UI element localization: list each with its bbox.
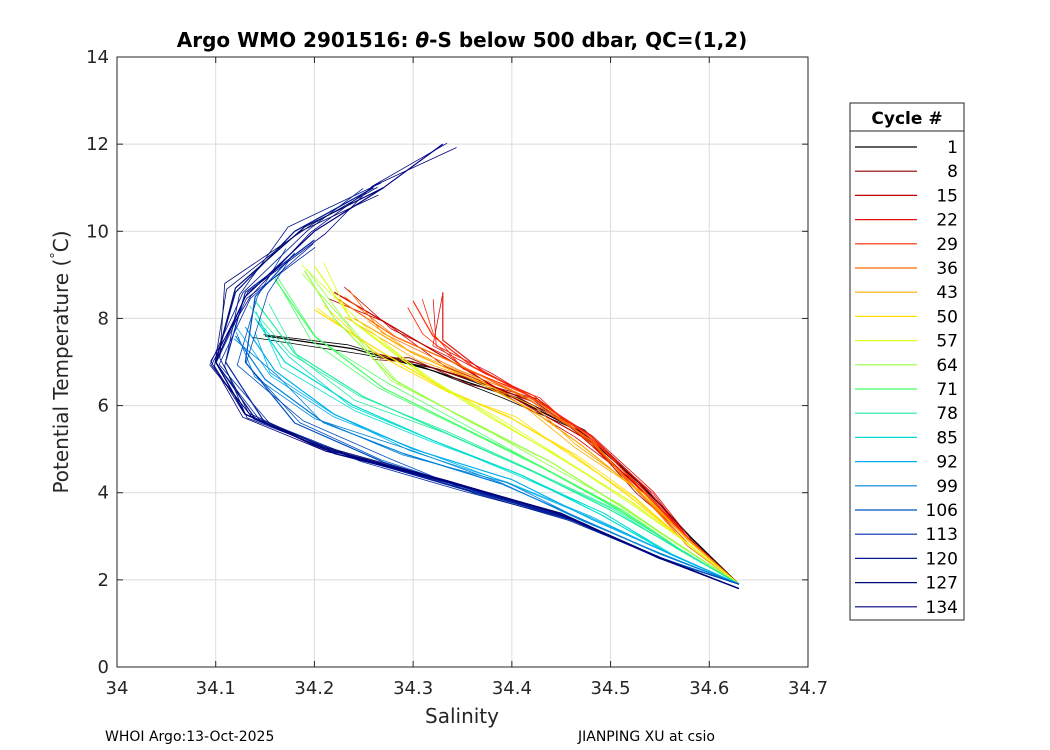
series-line-22 — [432, 299, 740, 585]
series-line-43 — [367, 320, 740, 585]
x-tick-label: 34.3 — [393, 678, 433, 699]
legend-label-92: 92 — [936, 453, 958, 473]
y-tick-label: 8 — [98, 308, 109, 329]
x-tick-label: 34.1 — [196, 678, 236, 699]
y-tick-label: 4 — [98, 483, 109, 504]
legend-label-134: 134 — [926, 598, 958, 618]
series-line-134 — [211, 142, 740, 589]
legend-label-50: 50 — [936, 307, 958, 327]
legend-label-99: 99 — [936, 477, 958, 497]
series-line-1 — [265, 335, 740, 585]
x-tick-label: 34.6 — [689, 678, 729, 699]
series-line-15 — [327, 298, 740, 585]
axis-ticks: 34 34.1 34.2 34.3 34.4 34.5 34.6 34.7 0 2 4 6 8 10 12 1… — [86, 47, 828, 699]
legend-label-85: 85 — [936, 428, 958, 448]
series-line-8 — [373, 352, 740, 585]
legend-label-78: 78 — [936, 404, 958, 424]
legend-label-29: 29 — [936, 235, 958, 255]
legend-label-120: 120 — [926, 549, 958, 569]
y-tick-label: 10 — [86, 221, 109, 242]
series-line-78 — [268, 303, 740, 585]
legend-label-127: 127 — [926, 574, 958, 594]
legend-label-57: 57 — [936, 332, 958, 352]
series-line-85 — [258, 321, 740, 585]
legend-label-71: 71 — [936, 380, 958, 400]
legend-label-43: 43 — [936, 283, 958, 303]
legend-label-8: 8 — [947, 162, 958, 182]
series-line-1 — [263, 334, 740, 585]
y-tick-label: 14 — [86, 47, 109, 68]
series-line-64 — [301, 273, 740, 585]
x-tick-label: 34.7 — [788, 678, 828, 699]
legend-label-1: 1 — [947, 138, 958, 158]
legend-label-64: 64 — [936, 356, 958, 376]
series-group — [209, 142, 740, 590]
legend-items: 1 8 15 22 29 36 43 50 57 64 71 78 85 92 99 106 113 120 127… — [855, 138, 958, 618]
series-line-99 — [235, 332, 740, 585]
series-line-64 — [306, 268, 740, 585]
series-line-36 — [348, 289, 740, 585]
grid — [117, 57, 808, 667]
legend-label-22: 22 — [936, 211, 958, 231]
legend-label-15: 15 — [936, 186, 958, 206]
series-line-8 — [372, 359, 740, 585]
y-tick-label: 6 — [98, 396, 109, 417]
series-134 — [210, 142, 740, 590]
series-line-92 — [244, 326, 740, 585]
series-line-43 — [344, 316, 740, 585]
y-axis-label: Potential Temperature (°C) — [49, 230, 73, 493]
legend-label-36: 36 — [936, 259, 958, 279]
legend-title: Cycle # — [871, 109, 942, 129]
series-57 — [301, 262, 740, 585]
series-99 — [233, 332, 740, 585]
x-tick-label: 34.2 — [294, 678, 334, 699]
series-line-1 — [252, 336, 740, 585]
series-line-92 — [254, 331, 740, 585]
series-line-71 — [274, 273, 740, 585]
footer-right: JIANPING XU at csio — [577, 729, 715, 745]
plot-frame — [116, 56, 809, 668]
series-36 — [333, 289, 740, 585]
y-tick-label: 12 — [86, 134, 109, 155]
series-line-57 — [313, 265, 740, 585]
footer-left: WHOI Argo:13-Oct-2025 — [105, 729, 274, 745]
y-tick-label: 0 — [98, 657, 109, 678]
x-axis-label: Salinity — [425, 704, 499, 728]
x-tick-label: 34.4 — [492, 678, 532, 699]
chart-title: Argo WMO 2901516: θ-S below 500 dbar, QC… — [177, 28, 747, 52]
series-92 — [233, 323, 740, 585]
series-line-36 — [344, 296, 740, 585]
series-line-36 — [333, 296, 740, 585]
series-line-85 — [255, 311, 740, 585]
series-line-57 — [301, 264, 740, 585]
x-tick-label: 34.5 — [591, 678, 631, 699]
series-line-134 — [210, 147, 740, 589]
series-64 — [301, 268, 740, 585]
x-tick-label: 34 — [106, 678, 129, 699]
y-tick-label: 2 — [98, 570, 109, 591]
series-85 — [254, 311, 740, 585]
series-line-120 — [209, 188, 740, 589]
legend-label-106: 106 — [926, 501, 958, 521]
legend: Cycle # 18152229364350576471788592991061… — [849, 102, 965, 621]
legend-label-113: 113 — [926, 525, 958, 545]
series-43 — [344, 316, 740, 585]
series-line-78 — [248, 305, 740, 585]
series-78 — [248, 300, 740, 585]
series-line-64 — [304, 270, 740, 585]
series-line-99 — [233, 338, 740, 585]
